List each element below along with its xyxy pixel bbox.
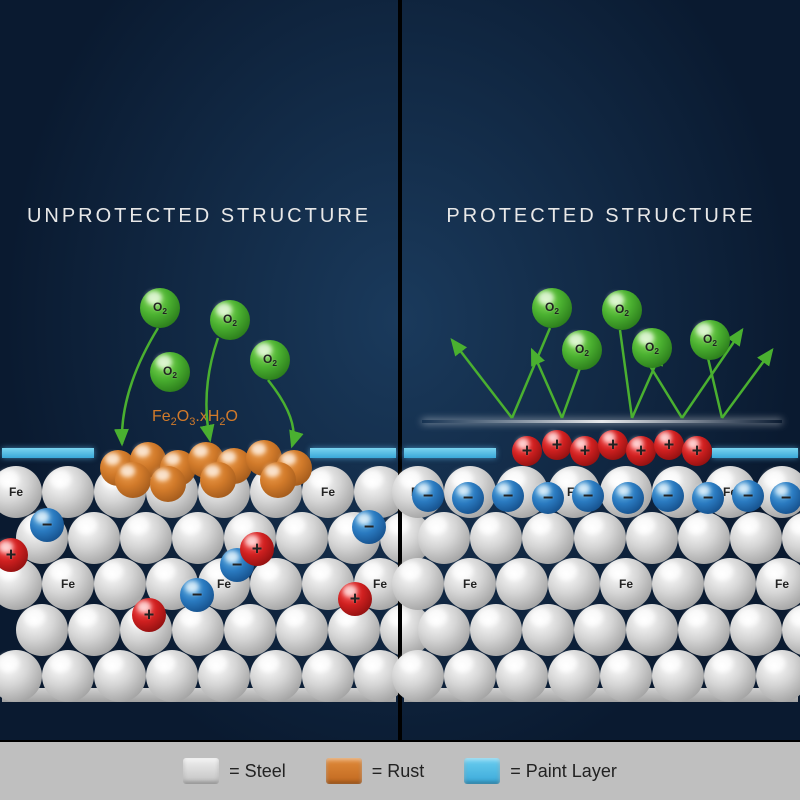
legend-label: = Steel [229, 761, 286, 782]
arrow-layer [402, 0, 800, 740]
sphere-label: O2 [703, 332, 717, 348]
left-panel: UNPROTECTED STRUCTUREFeFeFeFeFeFe−−−−+++… [0, 0, 398, 740]
o2-sphere: O2 [250, 340, 290, 380]
diagram-container: UNPROTECTED STRUCTUREFeFeFeFeFeFe−−−−+++… [0, 0, 800, 800]
o2-sphere: O2 [562, 330, 602, 370]
legend-swatch [326, 758, 362, 784]
o2-sphere: O2 [602, 290, 642, 330]
legend-item: = Paint Layer [464, 758, 617, 784]
legend-bar: = Steel = Rust = Paint Layer [0, 740, 800, 800]
legend-label: = Paint Layer [510, 761, 617, 782]
sphere-label: O2 [163, 364, 177, 380]
o2-sphere: O2 [690, 320, 730, 360]
o2-sphere: O2 [210, 300, 250, 340]
o2-sphere: O2 [532, 288, 572, 328]
sphere-label: O2 [263, 352, 277, 368]
o2-sphere: O2 [140, 288, 180, 328]
sphere-label: O2 [575, 342, 589, 358]
legend-label: = Rust [372, 761, 425, 782]
sphere-label: O2 [645, 340, 659, 356]
sphere-label: O2 [153, 300, 167, 316]
sphere-label: O2 [545, 300, 559, 316]
o2-sphere: O2 [150, 352, 190, 392]
right-panel: PROTECTED STRUCTUREFeFeFeFeFeFe+++++++−−… [402, 0, 800, 740]
sphere-label: O2 [615, 302, 629, 318]
o2-sphere: O2 [632, 328, 672, 368]
legend-swatch [464, 758, 500, 784]
legend-swatch [183, 758, 219, 784]
arrow-layer [0, 0, 398, 740]
legend-item: = Rust [326, 758, 425, 784]
sphere-label: O2 [223, 312, 237, 328]
legend-item: = Steel [183, 758, 286, 784]
